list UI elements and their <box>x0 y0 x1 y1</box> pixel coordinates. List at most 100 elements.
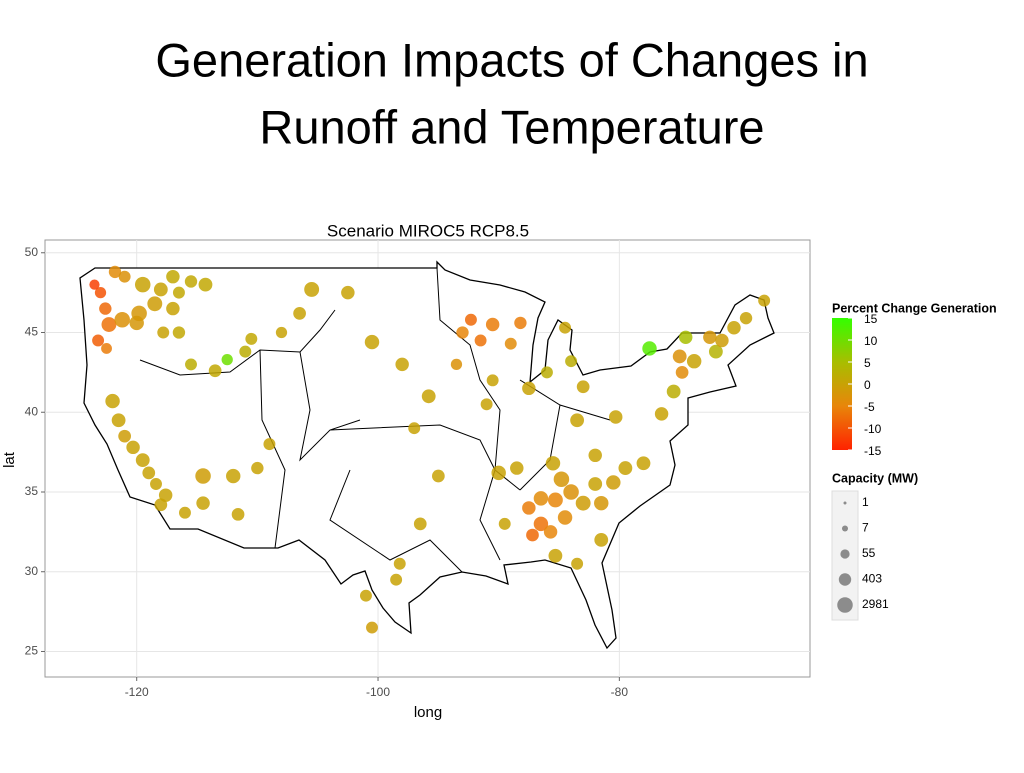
color-bar <box>832 318 852 450</box>
chart-title: Scenario MIROC5 RCP8.5 <box>327 221 529 240</box>
plant-point <box>514 316 527 330</box>
plant-point <box>89 279 100 290</box>
plant-point <box>450 358 463 371</box>
plant-point <box>179 506 191 519</box>
plant-point <box>432 469 445 483</box>
plant-point <box>158 488 173 502</box>
plant-point <box>703 330 717 345</box>
x-axis-label: long <box>414 704 442 721</box>
plant-point <box>366 621 378 634</box>
plant-point <box>166 269 180 284</box>
plant-point <box>758 294 771 307</box>
plant-point <box>263 438 276 451</box>
plant-point <box>588 477 603 491</box>
plant-point <box>198 277 213 292</box>
plant-point <box>134 276 151 293</box>
plant-point <box>708 344 723 359</box>
y-tick-label: 50 <box>25 245 39 259</box>
plant-point <box>618 461 633 475</box>
plant-point <box>360 589 372 602</box>
plant-point <box>251 461 264 475</box>
plant-point <box>101 343 112 354</box>
plant-point <box>129 315 144 331</box>
size-key <box>840 549 850 559</box>
plant-point <box>485 317 500 332</box>
plant-point <box>474 334 487 347</box>
color-tick-label: -5 <box>864 400 875 414</box>
plant-point <box>118 270 131 283</box>
plant-point <box>413 517 427 531</box>
plant-point <box>195 468 211 484</box>
plant-point <box>105 393 120 409</box>
color-tick-label: 5 <box>864 356 871 370</box>
plant-point <box>594 532 609 547</box>
plant-point <box>480 398 493 411</box>
plant-point <box>142 466 156 480</box>
plant-point <box>654 407 669 421</box>
plant-point <box>540 366 553 379</box>
plant-point <box>456 326 469 339</box>
plant-point <box>522 501 536 515</box>
color-tick-label: -15 <box>864 444 882 458</box>
plant-point <box>408 422 421 435</box>
plant-point <box>464 313 477 326</box>
size-label: 1 <box>862 495 869 509</box>
plant-point <box>565 355 578 368</box>
plant-point <box>126 440 140 455</box>
y-tick-label: 40 <box>25 404 39 418</box>
plant-point <box>739 311 753 325</box>
size-label: 7 <box>862 521 869 535</box>
plant-point <box>672 349 687 364</box>
plant-point <box>563 484 579 500</box>
plant-point <box>231 507 245 521</box>
plant-point <box>135 453 150 467</box>
color-tick-label: 10 <box>864 334 878 348</box>
plant-point <box>150 478 162 490</box>
slide-title: Generation Impacts of Changes in <box>155 33 868 86</box>
y-tick-label: 45 <box>25 325 39 339</box>
plant-point <box>147 296 163 312</box>
plant-point <box>588 448 602 463</box>
plant-point <box>185 358 197 371</box>
plant-point <box>609 410 623 424</box>
y-tick-label: 35 <box>25 484 39 498</box>
plant-point <box>421 389 436 404</box>
plant-point <box>154 498 168 512</box>
plant-point <box>196 496 210 510</box>
plant-point <box>642 341 657 356</box>
plant-point <box>114 311 130 328</box>
x-tick-label: -120 <box>125 685 149 699</box>
slide-title: Runoff and Temperature <box>259 100 764 153</box>
plant-point <box>293 307 306 320</box>
plant-point <box>715 333 729 348</box>
color-tick-label: 0 <box>864 378 871 392</box>
plant-point <box>166 301 180 316</box>
plant-point <box>153 282 168 297</box>
plant-point <box>547 492 563 508</box>
color-tick-label: 15 <box>864 312 878 326</box>
size-key <box>841 525 849 532</box>
plant-point <box>557 510 573 525</box>
plant-point <box>545 456 561 471</box>
y-tick-label: 30 <box>25 564 39 578</box>
plant-point <box>108 265 122 279</box>
size-label: 55 <box>862 546 876 560</box>
y-axis-label: lat <box>1 451 18 468</box>
plant-point <box>675 366 689 379</box>
plant-point <box>245 332 258 345</box>
plant-point <box>221 353 233 366</box>
plant-point <box>99 302 112 315</box>
color-tick-label: -10 <box>864 422 882 436</box>
plant-point <box>390 573 403 586</box>
plant-point <box>594 495 609 511</box>
plant-point <box>172 326 186 339</box>
plant-point <box>553 471 570 487</box>
plant-point <box>576 380 590 394</box>
plant-point <box>533 491 549 506</box>
y-tick-label: 25 <box>25 644 39 658</box>
size-key <box>843 501 847 505</box>
plant-point <box>636 456 651 471</box>
plant-point <box>486 374 499 387</box>
plant-point <box>92 334 105 347</box>
